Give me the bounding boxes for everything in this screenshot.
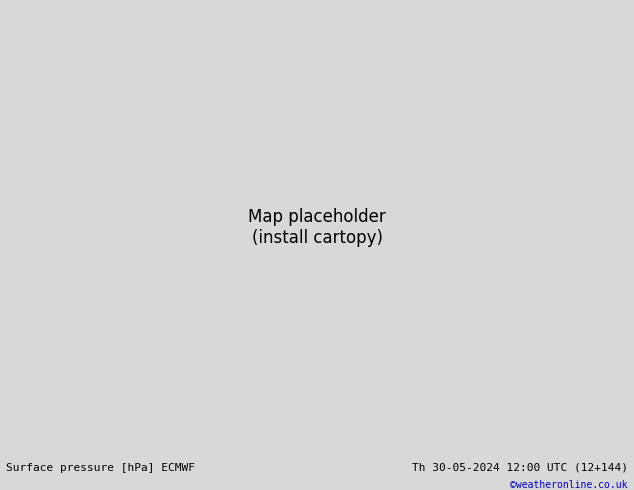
Text: Map placeholder
(install cartopy): Map placeholder (install cartopy) [248,208,386,247]
Text: Surface pressure [hPa] ECMWF: Surface pressure [hPa] ECMWF [6,463,195,473]
Text: Th 30-05-2024 12:00 UTC (12+144): Th 30-05-2024 12:00 UTC (12+144) [411,463,628,473]
Text: ©weatheronline.co.uk: ©weatheronline.co.uk [510,480,628,490]
